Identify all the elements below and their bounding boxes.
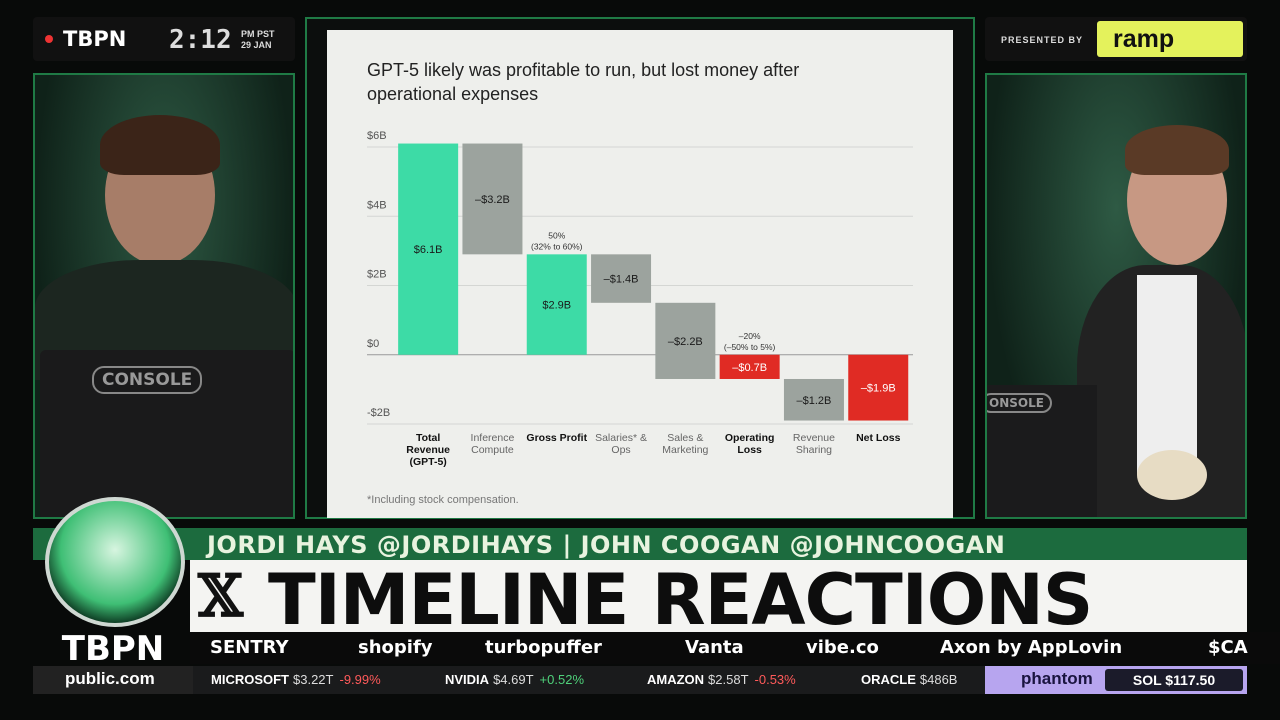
sponsor-bar: PRESENTED BY ramp — [985, 17, 1247, 61]
x-tick-label: Gross Profit — [526, 432, 588, 444]
x-tick-label: Salaries* & Ops — [595, 432, 648, 456]
right-feed: ONSOLE — [985, 73, 1247, 519]
ticker: NVIDIA $4.69T +0.52% — [445, 672, 584, 687]
ticker-bar: public.com MICROSOFT $3.22T -9.99% NVIDIA $4… — [33, 666, 1247, 694]
x-tick-label: Revenue Sharing — [792, 432, 835, 456]
ticker-name: NVIDIA — [445, 672, 490, 687]
annotation: –20% — [739, 331, 761, 341]
wallet: phantom — [1021, 669, 1093, 688]
value-label: $6.1B — [414, 244, 443, 256]
brand: TBPN — [63, 27, 127, 51]
laptop: CONSOLE — [40, 350, 293, 517]
headline: TIMELINE REACTIONS — [268, 559, 1093, 641]
sol-price: SOL $117.50 — [1105, 669, 1243, 691]
slide: GPT-5 likely was profitable to run, but … — [327, 30, 953, 518]
public: public.com — [65, 669, 155, 688]
host-hair — [100, 115, 220, 175]
value-label: –$0.7B — [732, 362, 767, 374]
bar — [848, 354, 909, 421]
value-label: $2.9B — [542, 300, 571, 312]
host-hair — [1125, 125, 1229, 175]
x-tick-label: Operating Loss — [724, 432, 775, 456]
bar — [783, 378, 844, 421]
bar — [526, 254, 587, 355]
sponsor-logo: vibe.co — [806, 637, 879, 658]
sponsor-logo: Axon by AppLovin — [940, 637, 1123, 658]
bar — [398, 143, 459, 355]
sponsor-logo: Vanta — [685, 637, 744, 658]
x-tick-label: Net Loss — [856, 432, 901, 444]
x-tick-label: Total Revenue (GPT-5) — [406, 432, 451, 468]
chart: -$2B $0 $2B $4B $6B $6.1B –$3.2B $2.9B –$1.4B –$2… — [367, 130, 913, 425]
y-tick-label: $4B — [367, 199, 387, 211]
hosts-bar: JORDI HAYS @JORDIHAYS | JOHN COOGAN @JOH… — [33, 528, 1247, 560]
value-label: –$1.2B — [797, 395, 832, 407]
headline-bar: 𝕏 TIMELINE REACTIONS — [190, 559, 1247, 641]
sponsor-strip: SENTRY shopify turbopuffer Vanta vibe.co Axon… — [190, 632, 1280, 664]
clock-bar: TBPN 2:12 PM PST 29 JAN — [33, 17, 295, 61]
value-label: –$2.2B — [668, 336, 703, 348]
annotation-range: (32% to 60%) — [531, 241, 583, 251]
laptop-sticker: CONSOLE — [92, 366, 203, 394]
y-tick-label: $0 — [367, 338, 379, 350]
public-box: public.com — [33, 666, 193, 694]
bar — [655, 302, 716, 379]
ramp-badge: ramp — [1097, 21, 1243, 57]
bar — [719, 354, 780, 379]
bar — [462, 143, 523, 255]
mallet — [1137, 450, 1207, 500]
value-label: –$1.9B — [861, 383, 896, 395]
y-tick-label: $2B — [367, 269, 387, 281]
sponsor-name: ramp — [1113, 25, 1175, 53]
hosts: JORDI HAYS @JORDIHAYS | JOHN COOGAN @JOH… — [207, 531, 1006, 559]
x-logo: 𝕏 — [198, 562, 244, 630]
ticker-name: ORACLE — [861, 672, 916, 687]
ampm: PM PST — [241, 29, 275, 39]
ticker-price: $3.22T — [293, 672, 334, 687]
x-tick-label: Sales & Marketing — [662, 432, 709, 456]
ticker: MICROSOFT $3.22T -9.99% — [211, 672, 381, 687]
phantom-box: phantom SOL $117.50 — [985, 666, 1247, 694]
ticker-change: +0.52% — [539, 672, 584, 687]
sponsor-logo: shopify — [358, 637, 433, 658]
annotation-range: (–50% to 5%) — [724, 342, 776, 352]
ticker-change: -9.99% — [339, 672, 381, 687]
time: 2:12 — [169, 25, 232, 55]
date: 29 JAN — [241, 40, 272, 50]
host-shirt — [1137, 275, 1197, 475]
bar — [591, 254, 652, 303]
sponsor-logo: $CA — [1208, 637, 1248, 658]
brand-logo-text: TBPN — [61, 629, 165, 669]
laptop: ONSOLE — [987, 385, 1097, 517]
brand-emblem — [45, 497, 185, 627]
ticker-price: $2.58T — [708, 672, 749, 687]
x-tick-label: Inference Compute — [470, 432, 515, 456]
live-dot — [45, 35, 53, 43]
value-label: –$1.4B — [604, 274, 639, 286]
ticker-price: $486B — [919, 672, 958, 687]
sponsor-logo: SENTRY — [210, 637, 289, 658]
ticker: ORACLE $486B — [861, 672, 957, 687]
ticker-name: MICROSOFT — [211, 672, 289, 687]
left-feed: CONSOLE — [33, 73, 295, 519]
y-tick-label: -$2B — [367, 407, 390, 419]
ticker-name: AMAZON — [647, 672, 705, 687]
tickers: MICROSOFT $3.22T -9.99% NVIDIA $4.69T +0.52% A… — [211, 672, 991, 692]
footnote: *Including stock compensation. — [367, 494, 519, 506]
ticker-price: $4.69T — [493, 672, 534, 687]
ticker: AMAZON $2.58T -0.53% — [647, 672, 796, 687]
sponsor-logo: turbopuffer — [485, 637, 602, 658]
presented-by: PRESENTED BY — [1001, 35, 1084, 45]
annotation: 50% — [548, 230, 565, 240]
laptop-sticker: ONSOLE — [987, 393, 1052, 413]
y-tick-label: $6B — [367, 130, 387, 142]
chart-title: GPT-5 likely was profitable to run, but … — [367, 60, 800, 104]
ticker-change: -0.53% — [754, 672, 796, 687]
value-label: –$3.2B — [475, 194, 510, 206]
